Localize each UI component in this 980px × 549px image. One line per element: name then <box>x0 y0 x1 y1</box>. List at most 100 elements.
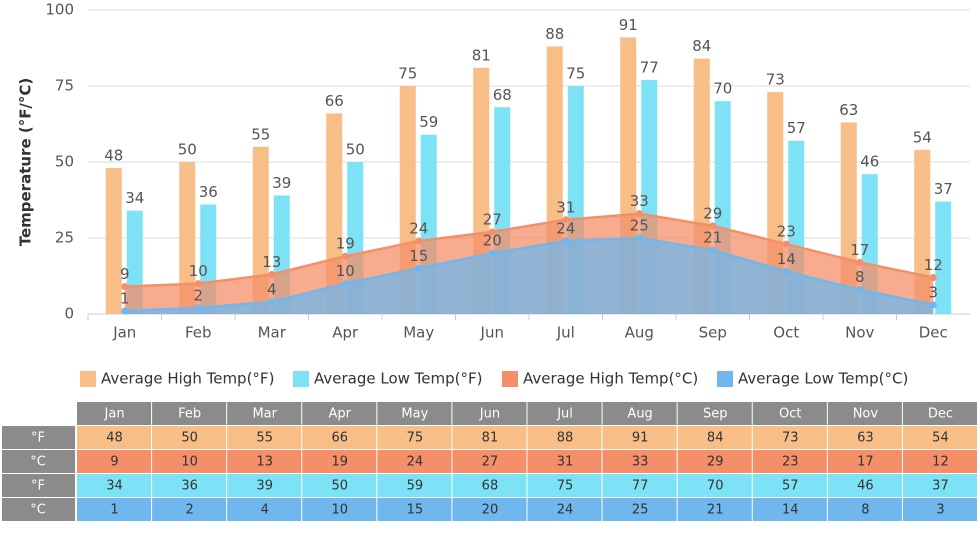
point <box>782 267 790 275</box>
data-label: 23 <box>777 223 796 241</box>
table-value: 46 <box>857 479 874 494</box>
table-cell <box>902 474 977 497</box>
table-header: Feb <box>178 407 201 422</box>
table-value: 75 <box>557 479 574 494</box>
table-value: 39 <box>256 479 273 494</box>
data-label: 91 <box>619 16 638 34</box>
table-header: Sep <box>703 407 728 422</box>
point <box>856 286 864 294</box>
table-header: Aug <box>627 407 652 422</box>
data-label: 34 <box>125 189 144 207</box>
data-label: 70 <box>713 80 732 98</box>
x-tick-label: Apr <box>332 324 359 342</box>
table-row-head-cell <box>2 426 75 449</box>
point <box>268 270 276 278</box>
table-cell <box>227 450 302 473</box>
data-label: 2 <box>193 286 203 304</box>
x-tick-label: Oct <box>773 324 799 342</box>
table-value: 1 <box>110 503 118 518</box>
table-cell <box>902 498 977 521</box>
table-header: Dec <box>928 407 953 422</box>
table-cell <box>77 450 152 473</box>
table-row-head-cell <box>2 498 75 521</box>
table-value: 21 <box>707 503 724 518</box>
data-label: 33 <box>630 192 649 210</box>
point <box>562 216 570 224</box>
table-cell <box>827 450 902 473</box>
table-value: 37 <box>932 479 949 494</box>
table-value: 24 <box>557 503 574 518</box>
table-cell <box>152 474 227 497</box>
table-cell <box>752 426 827 449</box>
data-label: 24 <box>409 220 428 238</box>
point <box>929 301 937 309</box>
x-tick-label: Jan <box>112 324 136 342</box>
data-label: 50 <box>346 141 365 159</box>
legend-swatch <box>717 371 733 387</box>
table-cell <box>527 426 602 449</box>
table-cell <box>752 498 827 521</box>
data-label: 8 <box>855 268 865 286</box>
table-header: Nov <box>853 407 879 422</box>
table-value: 31 <box>557 455 574 470</box>
table-header-cell <box>227 402 302 425</box>
point <box>488 249 496 257</box>
point <box>341 252 349 260</box>
table-cell <box>602 498 677 521</box>
table-header-cell <box>452 402 527 425</box>
table-value: 20 <box>482 503 499 518</box>
table-value: 50 <box>332 479 349 494</box>
point <box>929 274 937 282</box>
point <box>635 210 643 218</box>
table-cell <box>452 498 527 521</box>
table-header-cell <box>527 402 602 425</box>
bar <box>935 201 952 314</box>
table-value: 77 <box>632 479 649 494</box>
bar <box>914 149 931 314</box>
table-value: 14 <box>782 503 799 518</box>
data-label: 81 <box>472 46 491 64</box>
data-label: 54 <box>913 128 932 146</box>
table-value: 91 <box>632 431 649 446</box>
table-cell <box>602 474 677 497</box>
table-value: 73 <box>782 431 799 446</box>
y-tick-label: 50 <box>55 153 74 171</box>
data-label: 75 <box>398 65 417 83</box>
data-label: 88 <box>545 25 564 43</box>
table-value: 9 <box>110 455 118 470</box>
table-value: 50 <box>181 431 198 446</box>
data-label: 39 <box>272 174 291 192</box>
table-value: 29 <box>707 455 724 470</box>
table-header: Oct <box>779 407 801 422</box>
table-cell <box>152 450 227 473</box>
data-label: 75 <box>566 65 585 83</box>
table-value: 84 <box>707 431 724 446</box>
data-label: 59 <box>419 113 438 131</box>
area-line <box>124 212 934 288</box>
table-cell <box>827 426 902 449</box>
data-label: 17 <box>850 241 869 259</box>
table-cell <box>152 498 227 521</box>
data-label: 20 <box>483 232 502 250</box>
data-label: 84 <box>692 37 711 55</box>
table-cell <box>752 474 827 497</box>
point <box>121 283 129 291</box>
point <box>341 280 349 288</box>
table-cell <box>902 450 977 473</box>
table-value: 75 <box>407 431 424 446</box>
table-value: 19 <box>332 455 349 470</box>
table-cell <box>302 426 377 449</box>
legend-label: Average High Temp(°C) <box>523 370 698 388</box>
point <box>709 246 717 254</box>
x-tick-label: Feb <box>185 324 212 342</box>
table-row-label: °C <box>30 503 46 518</box>
table-header-cell <box>602 402 677 425</box>
data-label: 24 <box>556 220 575 238</box>
table-value: 27 <box>482 455 499 470</box>
table-header: Jun <box>479 407 500 422</box>
table-header-cell <box>902 402 977 425</box>
table-cell <box>77 498 152 521</box>
x-tick-label: Nov <box>845 324 874 342</box>
x-tick-label: Mar <box>258 324 287 342</box>
table-cell <box>377 426 452 449</box>
